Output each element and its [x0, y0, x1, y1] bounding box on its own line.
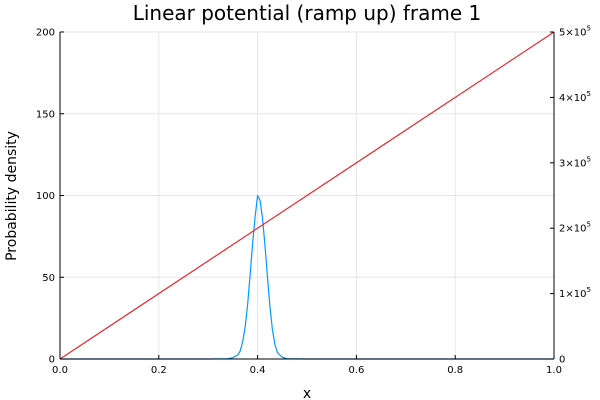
y2-tick-label: 1×105: [559, 286, 591, 300]
x-tick-label: 0.4: [250, 365, 266, 376]
x-tick-label: 0.8: [447, 365, 463, 376]
y-tick-label: 150: [36, 109, 55, 120]
x-tick-label: 1.0: [546, 365, 562, 376]
y2-tick-label: 0: [559, 355, 565, 366]
x-tick-label: 0.6: [348, 365, 364, 376]
potential-line: [59, 31, 555, 360]
y2-tick-label: 5×105: [559, 25, 591, 39]
x-axis-label: x: [303, 386, 311, 400]
labels: 0.0 0.2 0.4 0.6 0.8 1.005010015020001×1052×10…: [36, 25, 591, 377]
axes: [59, 31, 555, 360]
chart-title: Linear potential (ramp up) frame 1: [133, 1, 482, 25]
density-curve: [60, 194, 554, 360]
x-tick-label: 0.2: [151, 365, 167, 376]
y2-tick-label: 4×105: [559, 90, 591, 104]
y-tick-label: 0: [49, 355, 55, 366]
y-axis-label: Probability density: [4, 131, 20, 261]
y2-tick-label: 2×105: [559, 221, 591, 235]
y-tick-label: 200: [36, 28, 55, 39]
y-tick-label: 50: [42, 273, 55, 284]
series-layer: [59, 31, 555, 360]
y-tick-label: 100: [36, 191, 55, 202]
x-tick-label: 0.0: [52, 365, 68, 376]
y2-tick-label: 3×105: [559, 155, 591, 169]
